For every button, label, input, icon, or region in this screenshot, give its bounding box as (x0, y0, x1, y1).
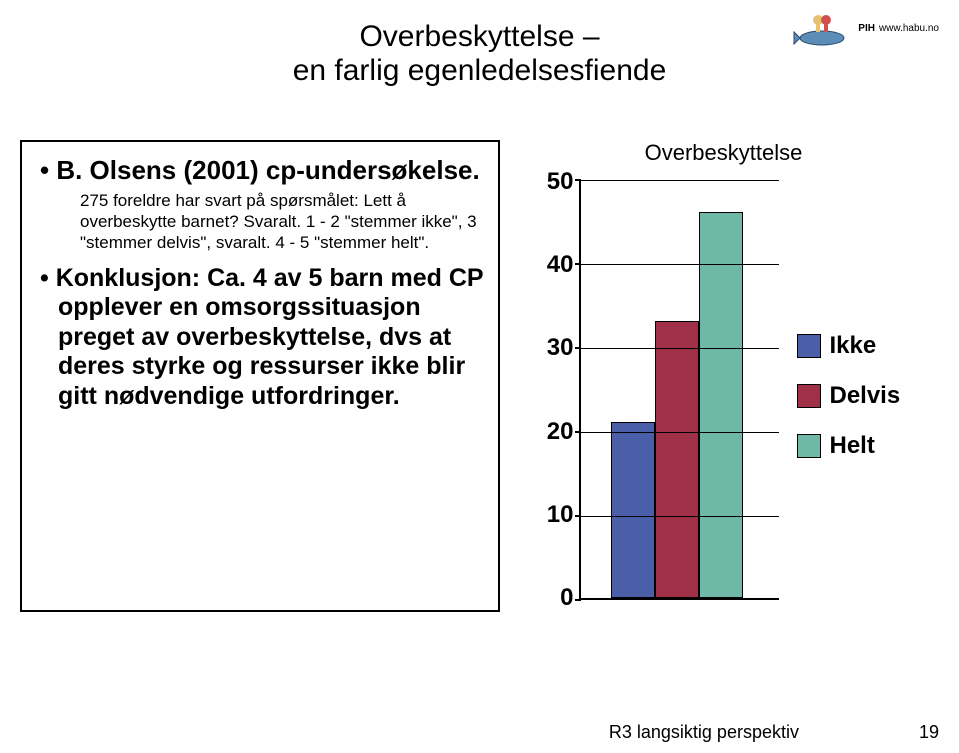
slide-title: Overbeskyttelse – en farlig egenledelses… (0, 20, 959, 88)
y-tick-label: 50 (547, 168, 574, 196)
legend-item: Ikke (797, 332, 900, 360)
y-tick-label: 40 (547, 251, 574, 279)
title-line-1: Overbeskyttelse – (0, 20, 959, 54)
legend-item: Helt (797, 432, 900, 460)
y-tick (575, 263, 581, 265)
y-tick (575, 347, 581, 349)
footer-text: R3 langsiktig perspektiv (609, 722, 799, 743)
gridline (581, 348, 779, 349)
y-tick-label: 0 (560, 584, 573, 612)
legend-label: Helt (829, 432, 874, 460)
chart-panel: Overbeskyttelse 50 40 30 20 10 0 Ikke Delvis He… (518, 140, 929, 612)
legend-item: Delvis (797, 382, 900, 410)
bar-cluster (611, 212, 743, 598)
chart-plot (579, 180, 779, 600)
bar-helt (699, 212, 743, 598)
bar-ikke (611, 422, 655, 598)
y-tick (575, 431, 581, 433)
gridline (581, 432, 779, 433)
chart-title: Overbeskyttelse (645, 140, 803, 166)
gridline (581, 516, 779, 517)
chart-legend: Ikke Delvis Helt (797, 180, 900, 612)
y-tick-label: 10 (547, 501, 574, 529)
y-tick (575, 515, 581, 517)
bullet-2: Konklusjon: Ca. 4 av 5 barn med CP opple… (58, 264, 484, 412)
gridline (581, 264, 779, 265)
y-tick-label: 20 (547, 418, 574, 446)
legend-label: Delvis (829, 382, 900, 410)
page-number: 19 (919, 722, 939, 743)
y-tick-label: 30 (547, 334, 574, 362)
legend-swatch (797, 384, 821, 408)
bar-delvis (655, 321, 699, 598)
bullet-1-sub: 275 foreldre har svart på spørsmålet: Le… (80, 190, 484, 254)
bullet-1-lead: B. Olsens (2001) cp-undersøkelse. (56, 155, 479, 185)
y-tick (575, 179, 581, 181)
y-tick (575, 599, 581, 601)
title-line-2: en farlig egenledelsesfiende (0, 54, 959, 88)
legend-label: Ikke (829, 332, 876, 360)
y-axis-labels: 50 40 30 20 10 0 (547, 168, 580, 612)
legend-swatch (797, 434, 821, 458)
legend-swatch (797, 334, 821, 358)
slide-footer: R3 langsiktig perspektiv 19 (0, 722, 939, 743)
gridline (581, 180, 779, 181)
bullet-1: B. Olsens (2001) cp-undersøkelse. 275 fo… (58, 156, 484, 254)
text-panel: B. Olsens (2001) cp-undersøkelse. 275 fo… (20, 140, 500, 612)
